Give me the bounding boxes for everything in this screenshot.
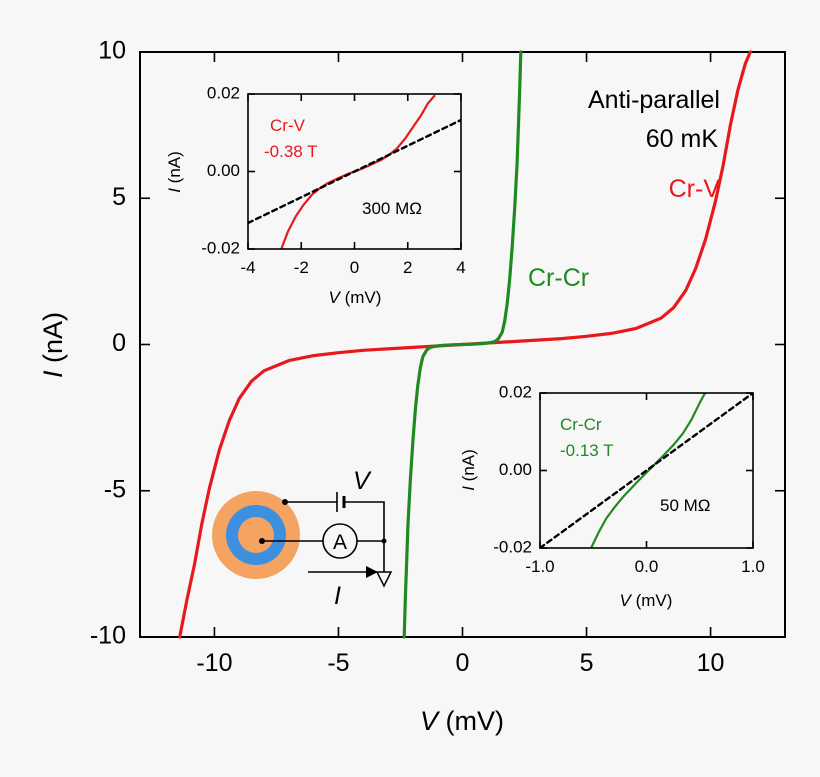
inset-cr-v-label: Cr-V <box>270 116 306 135</box>
inset-cr-cr-xlabel: V (mV) <box>620 591 673 610</box>
inset-cr-v-series-ohmic-fit <box>248 118 461 225</box>
main-xtick-label: 0 <box>456 649 470 677</box>
main-ytick-label: 5 <box>112 183 126 211</box>
main-xtick-label: -10 <box>196 649 232 677</box>
inset-cr-v-ytick-label: 0.02 <box>207 83 240 102</box>
junction-dot <box>381 538 387 544</box>
current-arrow-head <box>366 566 378 578</box>
main-series <box>178 50 752 639</box>
main-plot: -10 -5 0 5 10 -10 -5 0 5 10 V (mV) I (nA) Anti-pa… <box>38 37 786 736</box>
inset-cr-cr-ytick-label: 0.00 <box>499 460 532 479</box>
return-wire <box>344 501 385 572</box>
inset-cr-v-series-cr-v <box>280 94 436 249</box>
ammeter-label: A <box>333 531 347 554</box>
sample-core <box>238 517 274 553</box>
main-ticks: -10 -5 0 5 10 -10 -5 0 5 10 <box>90 37 785 677</box>
current-label: I <box>334 582 341 610</box>
inset-cr-v-ytick-label: 0.00 <box>207 161 240 180</box>
inset-cr-v-ytick-label: -0.02 <box>201 238 240 257</box>
anti-parallel-annotation: Anti-parallel <box>588 86 720 114</box>
inset-cr-cr-field: -0.13 T <box>560 441 614 460</box>
inset-cr-cr: -1.0 0.0 1.0 -0.02 0.00 0.02 V (mV) I (nA) Cr… <box>459 382 765 610</box>
inset-cr-cr-label: Cr-Cr <box>560 415 602 434</box>
main-ytick-label: -10 <box>90 622 126 650</box>
main-ylabel: I (nA) <box>38 312 68 378</box>
measurement-schematic: A V I <box>212 467 393 610</box>
main-xtick-label: -5 <box>327 649 349 677</box>
main-xtick-label: 10 <box>697 649 725 677</box>
inset-cr-v-xtick-label: -4 <box>240 258 255 277</box>
inset-cr-cr-xtick-label: 1.0 <box>741 557 765 576</box>
cr-cr-series-label: Cr-Cr <box>528 264 589 292</box>
inset-cr-v-xtick-label: -2 <box>294 258 309 277</box>
inset-cr-cr-xtick-label: -1.0 <box>525 557 554 576</box>
main-ytick-label: 10 <box>98 37 126 65</box>
inset-cr-cr-ytick-label: -0.02 <box>493 537 532 556</box>
main-ytick-label: 0 <box>112 329 126 357</box>
inset-cr-cr-series-cr-cr <box>589 393 707 548</box>
inset-cr-v-resistance: 300 MΩ <box>362 199 422 218</box>
inset-cr-cr-series <box>540 393 753 548</box>
voltage-label: V <box>353 467 372 495</box>
inset-cr-v: -4 -2 0 2 4-0.020.000.02 V (mV) I (nA) Cr-V … <box>165 83 466 307</box>
inset-cr-v-xtick-label: 0 <box>350 258 359 277</box>
inset-cr-v-series <box>248 94 461 249</box>
temperature-annotation: 60 mK <box>646 125 719 153</box>
inset-cr-v-ticks: -4 -2 0 2 4 -0.02 0.00 0.02 <box>201 83 465 277</box>
inset-cr-v-xlabel: V (mV) <box>329 288 382 307</box>
inset-cr-v-field: -0.38 T <box>264 142 318 161</box>
inset-cr-cr-resistance: 50 MΩ <box>660 496 711 515</box>
main-xtick-label: 5 <box>580 649 594 677</box>
inset-cr-v-xtick-label: 2 <box>403 258 412 277</box>
main-series-cr-cr <box>402 50 523 639</box>
main-ytick-label: -5 <box>104 475 126 503</box>
inset-cr-cr-xtick-label: 0.0 <box>635 557 659 576</box>
inset-cr-cr-ytick-label: 0.02 <box>499 382 532 401</box>
inset-cr-v-ylabel: I (nA) <box>165 151 184 193</box>
ground-symbol <box>375 571 393 588</box>
cr-v-series-label: Cr-V <box>669 175 721 203</box>
inset-cr-cr-ticks: -1.0 0.0 1.0 -0.02 0.00 0.02 <box>493 382 765 576</box>
inset-cr-cr-series-ohmic-fit <box>540 393 753 548</box>
main-xlabel: V (mV) <box>420 706 504 736</box>
inset-cr-v-xtick-label: 4 <box>456 258 465 277</box>
inset-cr-cr-ylabel: I (nA) <box>459 449 478 491</box>
